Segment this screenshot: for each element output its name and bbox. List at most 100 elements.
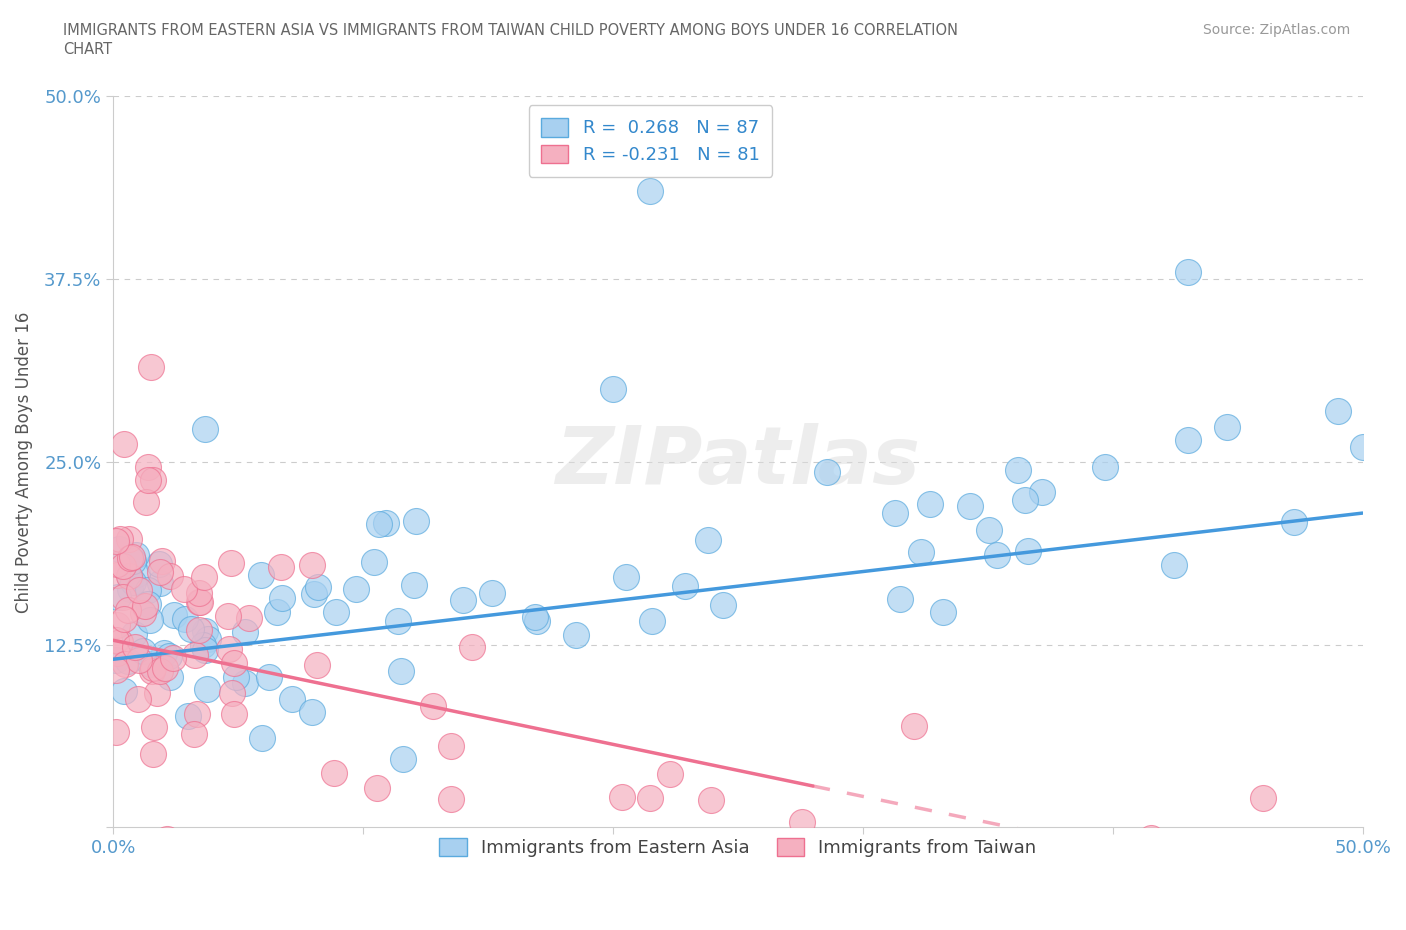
- Point: [127, 566, 149, 581]
- Point: [148, 565, 170, 579]
- Point: [959, 498, 981, 513]
- Point: [184, 647, 207, 662]
- Point: [136, 582, 159, 597]
- Point: [673, 578, 696, 593]
- Point: [815, 465, 838, 480]
- Point: [440, 791, 463, 806]
- Point: [142, 472, 165, 487]
- Point: [105, 645, 128, 660]
- Point: [918, 497, 941, 512]
- Point: [120, 551, 142, 565]
- Point: [132, 606, 155, 621]
- Point: [104, 662, 127, 677]
- Point: [218, 642, 240, 657]
- Point: [150, 553, 173, 568]
- Point: [108, 542, 131, 557]
- Point: [193, 569, 215, 584]
- Point: [304, 587, 326, 602]
- Point: [523, 609, 546, 624]
- Point: [118, 531, 141, 546]
- Point: [1014, 492, 1036, 507]
- Point: [281, 692, 304, 707]
- Point: [135, 495, 157, 510]
- Point: [117, 603, 139, 618]
- Point: [404, 578, 426, 592]
- Point: [903, 718, 925, 733]
- Point: [108, 634, 131, 649]
- Point: [219, 555, 242, 570]
- Point: [122, 575, 145, 590]
- Point: [131, 644, 153, 658]
- Point: [889, 591, 911, 606]
- Point: [614, 570, 637, 585]
- Text: CHART: CHART: [63, 42, 112, 57]
- Point: [233, 624, 256, 639]
- Point: [111, 559, 134, 574]
- Point: [117, 653, 139, 668]
- Point: [112, 612, 135, 627]
- Point: [188, 594, 211, 609]
- Point: [120, 571, 142, 586]
- Point: [174, 611, 197, 626]
- Point: [641, 614, 664, 629]
- Point: [325, 604, 347, 619]
- Point: [405, 513, 427, 528]
- Point: [118, 568, 141, 583]
- Point: [112, 590, 135, 604]
- Point: [1017, 544, 1039, 559]
- Point: [107, 590, 129, 604]
- Legend: Immigrants from Eastern Asia, Immigrants from Taiwan: Immigrants from Eastern Asia, Immigrants…: [427, 825, 1049, 870]
- Point: [159, 670, 181, 684]
- Point: [191, 637, 214, 652]
- Point: [108, 531, 131, 546]
- Point: [1007, 463, 1029, 478]
- Point: [195, 682, 218, 697]
- Point: [270, 560, 292, 575]
- Point: [602, 381, 624, 396]
- Point: [183, 726, 205, 741]
- Point: [187, 594, 209, 609]
- Point: [363, 554, 385, 569]
- Point: [104, 653, 127, 668]
- Point: [233, 675, 256, 690]
- Point: [176, 709, 198, 724]
- Point: [932, 604, 955, 619]
- Point: [700, 792, 723, 807]
- Text: Source: ZipAtlas.com: Source: ZipAtlas.com: [1202, 23, 1350, 37]
- Point: [105, 557, 128, 572]
- Point: [301, 705, 323, 720]
- Point: [104, 724, 127, 739]
- Point: [124, 547, 146, 562]
- Point: [127, 692, 149, 707]
- Point: [910, 545, 932, 560]
- Point: [1139, 830, 1161, 845]
- Point: [194, 422, 217, 437]
- Point: [128, 652, 150, 667]
- Point: [883, 506, 905, 521]
- Point: [387, 614, 409, 629]
- Point: [1177, 264, 1199, 279]
- Point: [250, 567, 273, 582]
- Point: [112, 437, 135, 452]
- Point: [139, 359, 162, 374]
- Point: [250, 731, 273, 746]
- Point: [225, 670, 247, 684]
- Point: [180, 622, 202, 637]
- Point: [790, 815, 813, 830]
- Point: [1351, 440, 1374, 455]
- Point: [307, 658, 329, 672]
- Point: [846, 880, 869, 895]
- Point: [142, 660, 165, 675]
- Point: [193, 624, 215, 639]
- Point: [271, 591, 294, 605]
- Point: [163, 607, 186, 622]
- Text: ZIPatlas: ZIPatlas: [555, 423, 921, 501]
- Point: [1031, 485, 1053, 499]
- Point: [1094, 460, 1116, 475]
- Point: [640, 790, 662, 805]
- Point: [142, 747, 165, 762]
- Point: [565, 627, 588, 642]
- Point: [186, 707, 208, 722]
- Point: [257, 670, 280, 684]
- Point: [149, 664, 172, 679]
